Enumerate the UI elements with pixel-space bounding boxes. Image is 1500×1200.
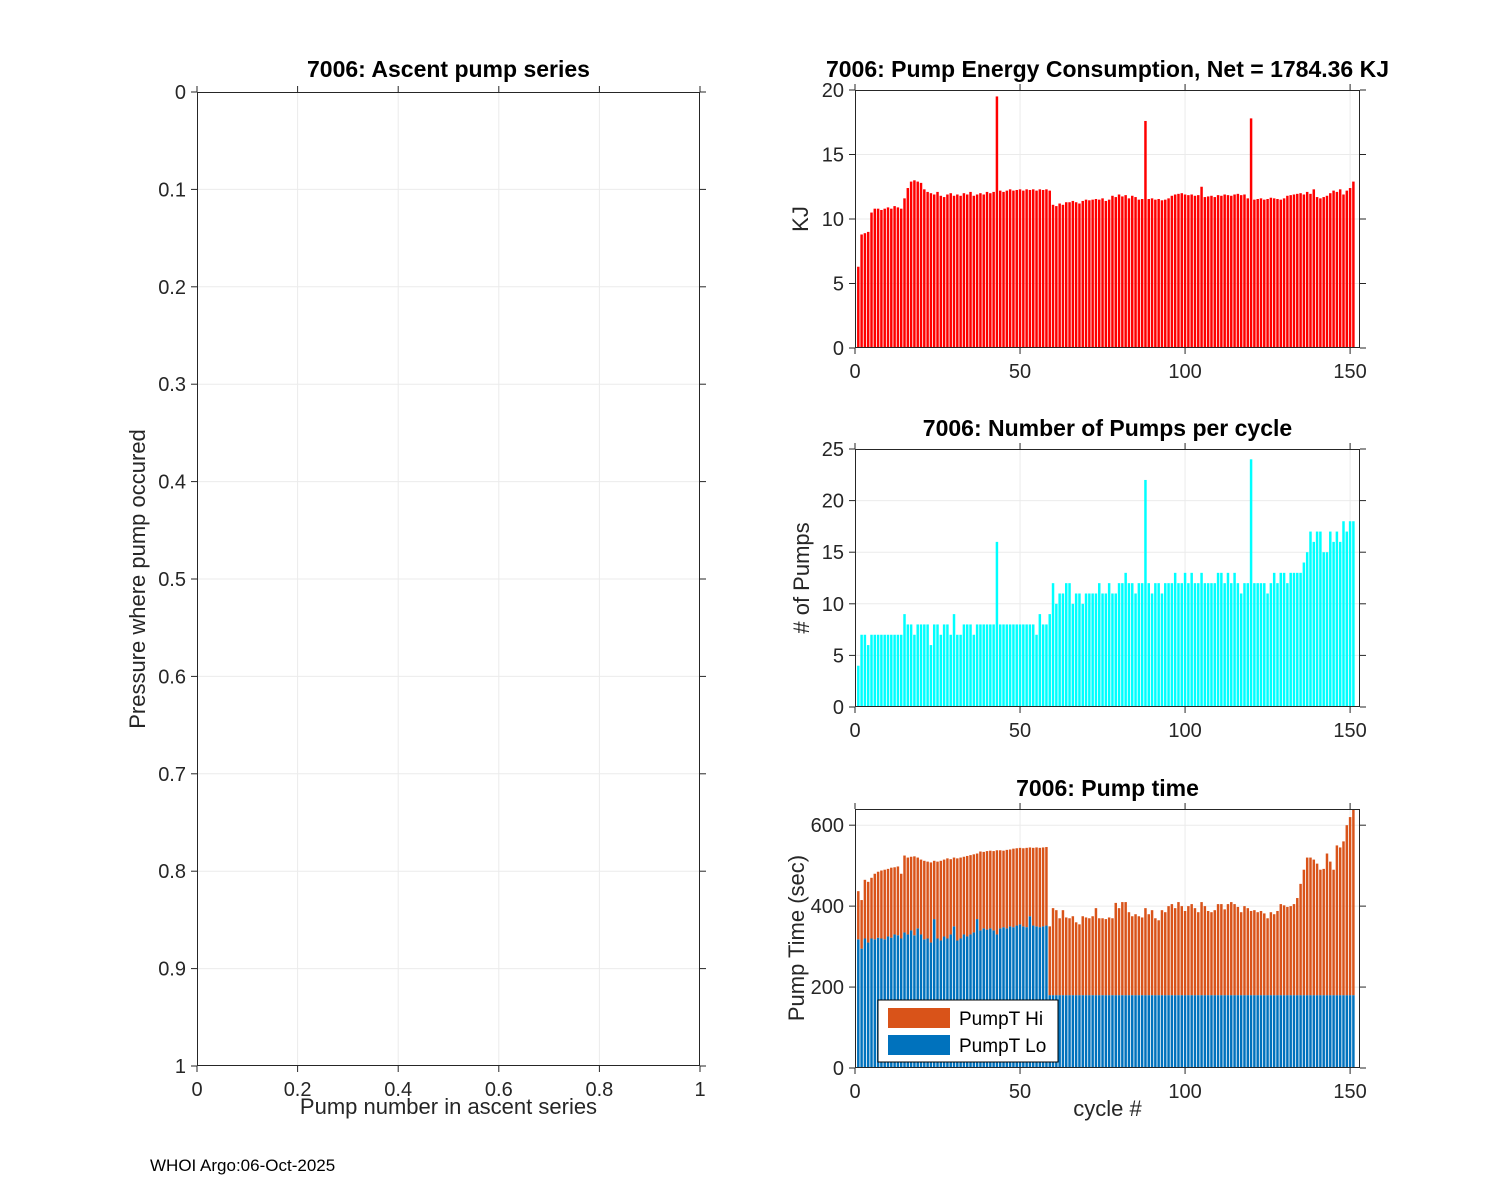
x-tick-label: 0	[849, 361, 860, 383]
x-tick-label: 0.8	[585, 1079, 613, 1101]
pumptime-plot-area: 0 50 100 150 0 200 400 600 PumpT Hi PumpT Lo	[811, 803, 1367, 1103]
y-tick-label: 0.4	[158, 472, 186, 494]
ascent-xlabel: Pump number in ascent series	[299, 1094, 598, 1119]
y-tick-label: 200	[811, 977, 844, 999]
ascent-plot-title: 7006: Ascent pump series	[307, 56, 590, 82]
x-tick-label: 100	[1168, 1081, 1201, 1103]
energy-plot-title: 7006: Pump Energy Consumption, Net = 178…	[825, 56, 1390, 82]
pumpt-hi-bars	[857, 809, 1355, 996]
ascent-ylabel: Pressure where pump occured	[125, 429, 150, 729]
pumps-ylabel: # of Pumps	[789, 522, 814, 634]
y-tick-label: 20	[822, 80, 844, 102]
y-tick-label: 25	[822, 439, 844, 461]
y-tick-label: 15	[822, 145, 844, 167]
y-tick-label: 15	[822, 542, 844, 564]
y-tick-label: 0.9	[158, 959, 186, 981]
y-tick-label: 0.8	[158, 861, 186, 883]
pumps-plot-title: 7006: Number of Pumps per cycle	[922, 415, 1293, 441]
y-tick-label: 0	[833, 697, 844, 719]
y-tick-label: 0.2	[158, 277, 186, 299]
x-tick-label: 50	[1009, 720, 1031, 742]
x-tick-label: 0	[849, 1081, 860, 1103]
x-tick-label: 50	[1009, 1081, 1031, 1103]
pumptime-xlabel: cycle #	[1073, 1096, 1142, 1121]
y-tick-label: 20	[822, 491, 844, 513]
y-tick-label: 400	[811, 896, 844, 918]
y-tick-label: 0.5	[158, 569, 186, 591]
y-tick-label: 10	[822, 594, 844, 616]
pumps-bars	[857, 459, 1355, 707]
axes-box	[855, 809, 1360, 1068]
x-tick-label: 150	[1333, 1081, 1366, 1103]
x-tick-label: 0.2	[284, 1079, 312, 1101]
axes-box	[855, 449, 1360, 707]
y-tick-label: 10	[822, 209, 844, 231]
y-tick-label: 5	[833, 645, 844, 667]
footer-text: WHOI Argo:06-Oct-2025	[150, 1156, 336, 1175]
legend-label-1: PumpT Lo	[959, 1036, 1046, 1057]
legend: PumpT Hi PumpT Lo	[877, 999, 1059, 1063]
x-tick-label: 100	[1168, 361, 1201, 383]
x-tick-label: 0	[849, 720, 860, 742]
x-tick-label: 100	[1168, 720, 1201, 742]
y-tick-label: 0.7	[158, 764, 186, 786]
pumptime-plot-title: 7006: Pump time	[1016, 775, 1199, 801]
pumptime-ylabel: Pump Time (sec)	[784, 854, 809, 1022]
x-tick-label: 1	[694, 1079, 705, 1101]
energy-ylabel: KJ	[788, 206, 813, 232]
energy-plot-area: 0 50 100 150 0 5 10 15 20	[822, 80, 1367, 383]
legend-swatch-1	[888, 1035, 950, 1055]
legend-swatch-0	[888, 1008, 950, 1028]
legend-label-0: PumpT Hi	[959, 1009, 1043, 1030]
pumps-plot-area: 0 50 100 150 0 5 10 15 20 25	[822, 439, 1367, 742]
x-tick-label: 50	[1009, 361, 1031, 383]
y-tick-label: 0.3	[158, 374, 186, 396]
axes-box	[197, 92, 700, 1066]
ascent-plot-area: 0 0.2 0.4 0.6 0.8 100.10.20.30.40.50.60.70.80…	[158, 82, 706, 1101]
y-tick-label: 5	[833, 274, 844, 296]
x-tick-label: 0	[191, 1079, 202, 1101]
energy-bars	[857, 96, 1355, 349]
y-tick-label: 0.1	[158, 179, 186, 201]
y-tick-label: 600	[811, 815, 844, 837]
x-tick-label: 150	[1333, 361, 1366, 383]
x-tick-label: 150	[1333, 720, 1366, 742]
y-tick-label: 0	[833, 338, 844, 360]
y-tick-label: 0	[175, 82, 186, 104]
y-tick-label: 1	[175, 1056, 186, 1078]
y-tick-label: 0.6	[158, 666, 186, 688]
x-tick-label: 0.6	[485, 1079, 513, 1101]
x-tick-label: 0.4	[384, 1079, 412, 1101]
axes-box	[855, 90, 1360, 348]
y-tick-label: 0	[833, 1058, 844, 1080]
